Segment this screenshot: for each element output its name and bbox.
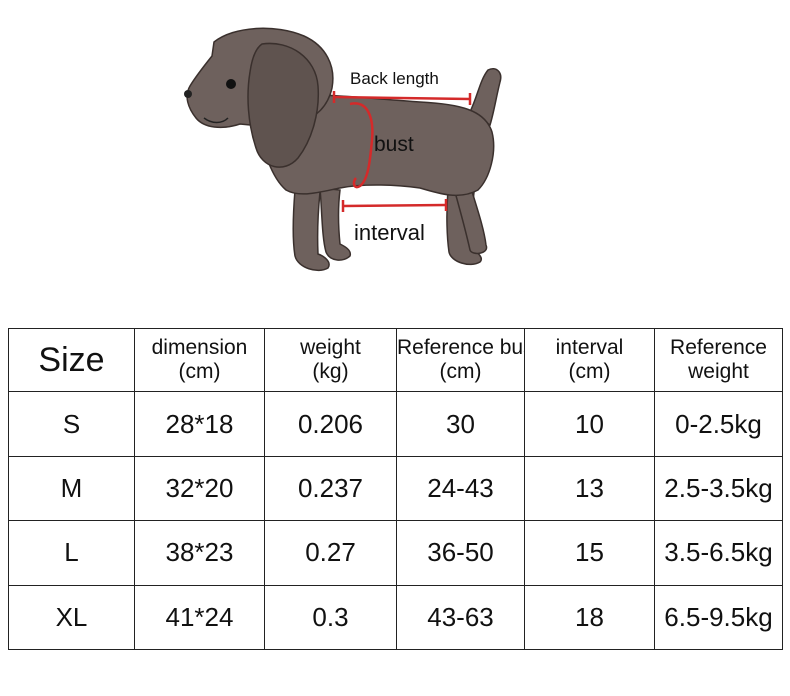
size-chart-table: Size dimension (cm) weight (kg) Referenc… [8,327,783,651]
cell-dimension: 28*18 [134,391,265,457]
back-length-line [333,95,471,101]
cell-bust: 24-43 [396,455,525,522]
cell-interval: 10 [524,391,655,457]
header-reference-bust: Reference bust (cm) [396,327,525,393]
cell-interval: 13 [524,455,655,522]
table-row: L 38*23 0.27 36-50 15 3.5-6.5kg [8,520,783,586]
bust-label: bust [374,133,414,156]
header-weight: weight (kg) [264,327,397,393]
header-reference-weight: Reference weight [654,327,783,393]
back-length-label: Back length [350,69,439,88]
cell-size: L [8,520,135,586]
cell-bust: 43-63 [396,584,525,651]
dog-illustration [186,27,502,272]
cell-dimension: 41*24 [134,584,265,651]
table-row: S 28*18 0.206 30 10 0-2.5kg [8,391,783,457]
cell-bust: 30 [396,391,525,457]
cell-bust: 36-50 [396,520,525,586]
cell-weight: 0.237 [264,455,397,522]
interval-line [342,203,447,208]
cell-interval: 18 [524,584,655,651]
table-row: XL 41*24 0.3 43-63 18 6.5-9.5kg [8,584,783,651]
cell-size: XL [8,584,135,651]
cell-reference-weight: 2.5-3.5kg [654,455,783,522]
bust-curve [349,102,374,189]
cell-reference-weight: 6.5-9.5kg [654,584,783,651]
table-header-row: Size dimension (cm) weight (kg) Referenc… [8,327,783,393]
dog-measurement-diagram: Back length bust interval [184,27,502,272]
header-interval: interval (cm) [524,327,655,393]
dog-eye [226,79,236,89]
cell-size: S [8,391,135,457]
header-size: Size [8,327,135,393]
table-row: M 32*20 0.237 24-43 13 2.5-3.5kg [8,455,783,522]
cell-weight: 0.206 [264,391,397,457]
dog-nose [184,90,192,98]
cell-dimension: 38*23 [134,520,265,586]
cell-dimension: 32*20 [134,455,265,522]
header-dimension: dimension (cm) [134,327,265,393]
cell-size: M [8,455,135,522]
cell-reference-weight: 3.5-6.5kg [654,520,783,586]
cell-weight: 0.27 [264,520,397,586]
cell-reference-weight: 0-2.5kg [654,391,783,457]
dog-mouth [203,117,229,124]
interval-label: interval [354,220,425,245]
cell-interval: 15 [524,520,655,586]
cell-weight: 0.3 [264,584,397,651]
